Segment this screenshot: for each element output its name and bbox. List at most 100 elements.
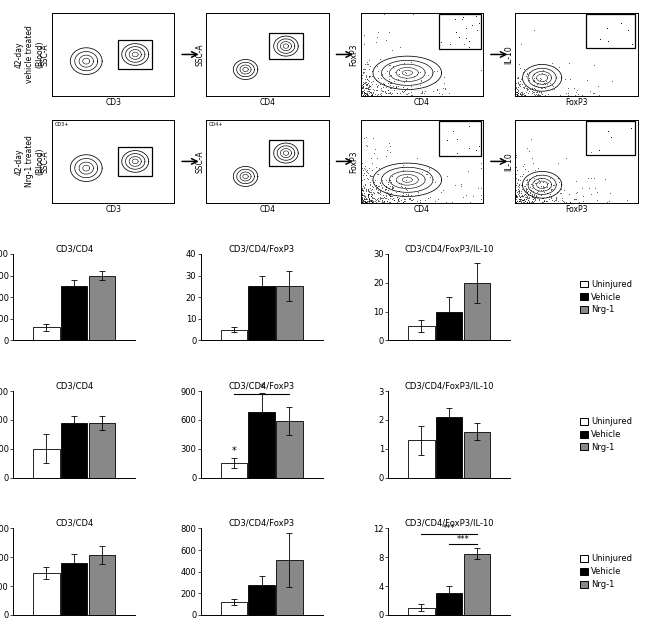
Bar: [220, 602, 247, 615]
Point: [358, 185, 368, 195]
Point: [525, 190, 536, 200]
Point: [387, 45, 397, 55]
Point: [394, 197, 404, 207]
Point: [396, 195, 406, 205]
Point: [528, 190, 539, 200]
Point: [528, 180, 539, 190]
Point: [528, 195, 538, 205]
Point: [523, 91, 533, 101]
Point: [514, 182, 525, 192]
Point: [551, 193, 561, 203]
Point: [376, 171, 387, 181]
Point: [358, 175, 368, 185]
Point: [540, 79, 550, 89]
Point: [512, 74, 522, 84]
Point: [361, 72, 371, 82]
Point: [521, 68, 532, 78]
Point: [565, 197, 575, 207]
Point: [404, 194, 414, 204]
Point: [362, 198, 372, 208]
Point: [523, 195, 534, 205]
Point: [547, 58, 557, 68]
Point: [522, 83, 532, 93]
Point: [382, 145, 393, 155]
Point: [461, 23, 471, 33]
Point: [387, 182, 398, 192]
Point: [523, 198, 534, 208]
Point: [391, 176, 401, 186]
Point: [458, 192, 468, 202]
Point: [385, 193, 395, 203]
Point: [358, 90, 369, 100]
Point: [564, 197, 575, 207]
Legend: Uninjured, Vehicle, Nrg-1: Uninjured, Vehicle, Nrg-1: [580, 554, 632, 589]
Point: [362, 197, 372, 207]
Point: [566, 198, 577, 208]
Point: [533, 163, 543, 173]
Point: [428, 66, 439, 76]
Point: [514, 81, 525, 91]
Point: [511, 162, 521, 172]
Point: [385, 60, 395, 70]
Point: [467, 20, 478, 30]
Point: [363, 184, 374, 194]
Point: [476, 158, 486, 168]
Point: [511, 152, 521, 162]
Point: [359, 89, 370, 100]
Point: [379, 79, 389, 89]
Point: [512, 89, 522, 100]
Point: [532, 174, 543, 184]
Point: [356, 87, 367, 98]
Point: [439, 72, 449, 82]
Point: [560, 87, 571, 98]
Point: [536, 193, 547, 203]
Point: [363, 84, 374, 94]
Point: [517, 89, 528, 99]
Point: [367, 70, 378, 81]
Point: [381, 82, 391, 92]
Point: [551, 91, 562, 101]
Point: [511, 185, 521, 195]
Point: [356, 89, 366, 99]
Point: [360, 91, 370, 101]
Point: [363, 86, 373, 96]
Point: [513, 174, 523, 184]
Point: [362, 193, 372, 204]
Point: [358, 196, 368, 206]
Point: [362, 91, 372, 101]
Point: [356, 88, 366, 98]
Point: [363, 55, 374, 65]
Point: [367, 165, 378, 176]
Point: [577, 183, 587, 193]
Point: [398, 188, 408, 198]
Point: [525, 198, 536, 208]
Point: [365, 90, 376, 100]
Point: [533, 194, 543, 204]
Text: ***: ***: [443, 524, 456, 533]
Point: [521, 86, 531, 96]
Point: [523, 195, 533, 205]
Point: [372, 194, 383, 204]
Point: [513, 78, 523, 88]
Point: [371, 81, 382, 91]
Point: [406, 89, 417, 100]
Point: [365, 183, 375, 193]
Bar: [61, 563, 87, 615]
Point: [416, 88, 426, 98]
Point: [367, 197, 377, 207]
Point: [422, 70, 433, 81]
Point: [415, 80, 425, 90]
Point: [519, 82, 530, 92]
Point: [366, 196, 376, 206]
Point: [365, 190, 376, 200]
Point: [378, 198, 388, 208]
Point: [370, 75, 381, 85]
Point: [398, 190, 408, 200]
Point: [525, 182, 536, 192]
Point: [370, 181, 381, 191]
Point: [586, 146, 596, 157]
Point: [363, 77, 373, 87]
Point: [363, 192, 373, 202]
Point: [381, 152, 391, 162]
Point: [511, 192, 521, 202]
